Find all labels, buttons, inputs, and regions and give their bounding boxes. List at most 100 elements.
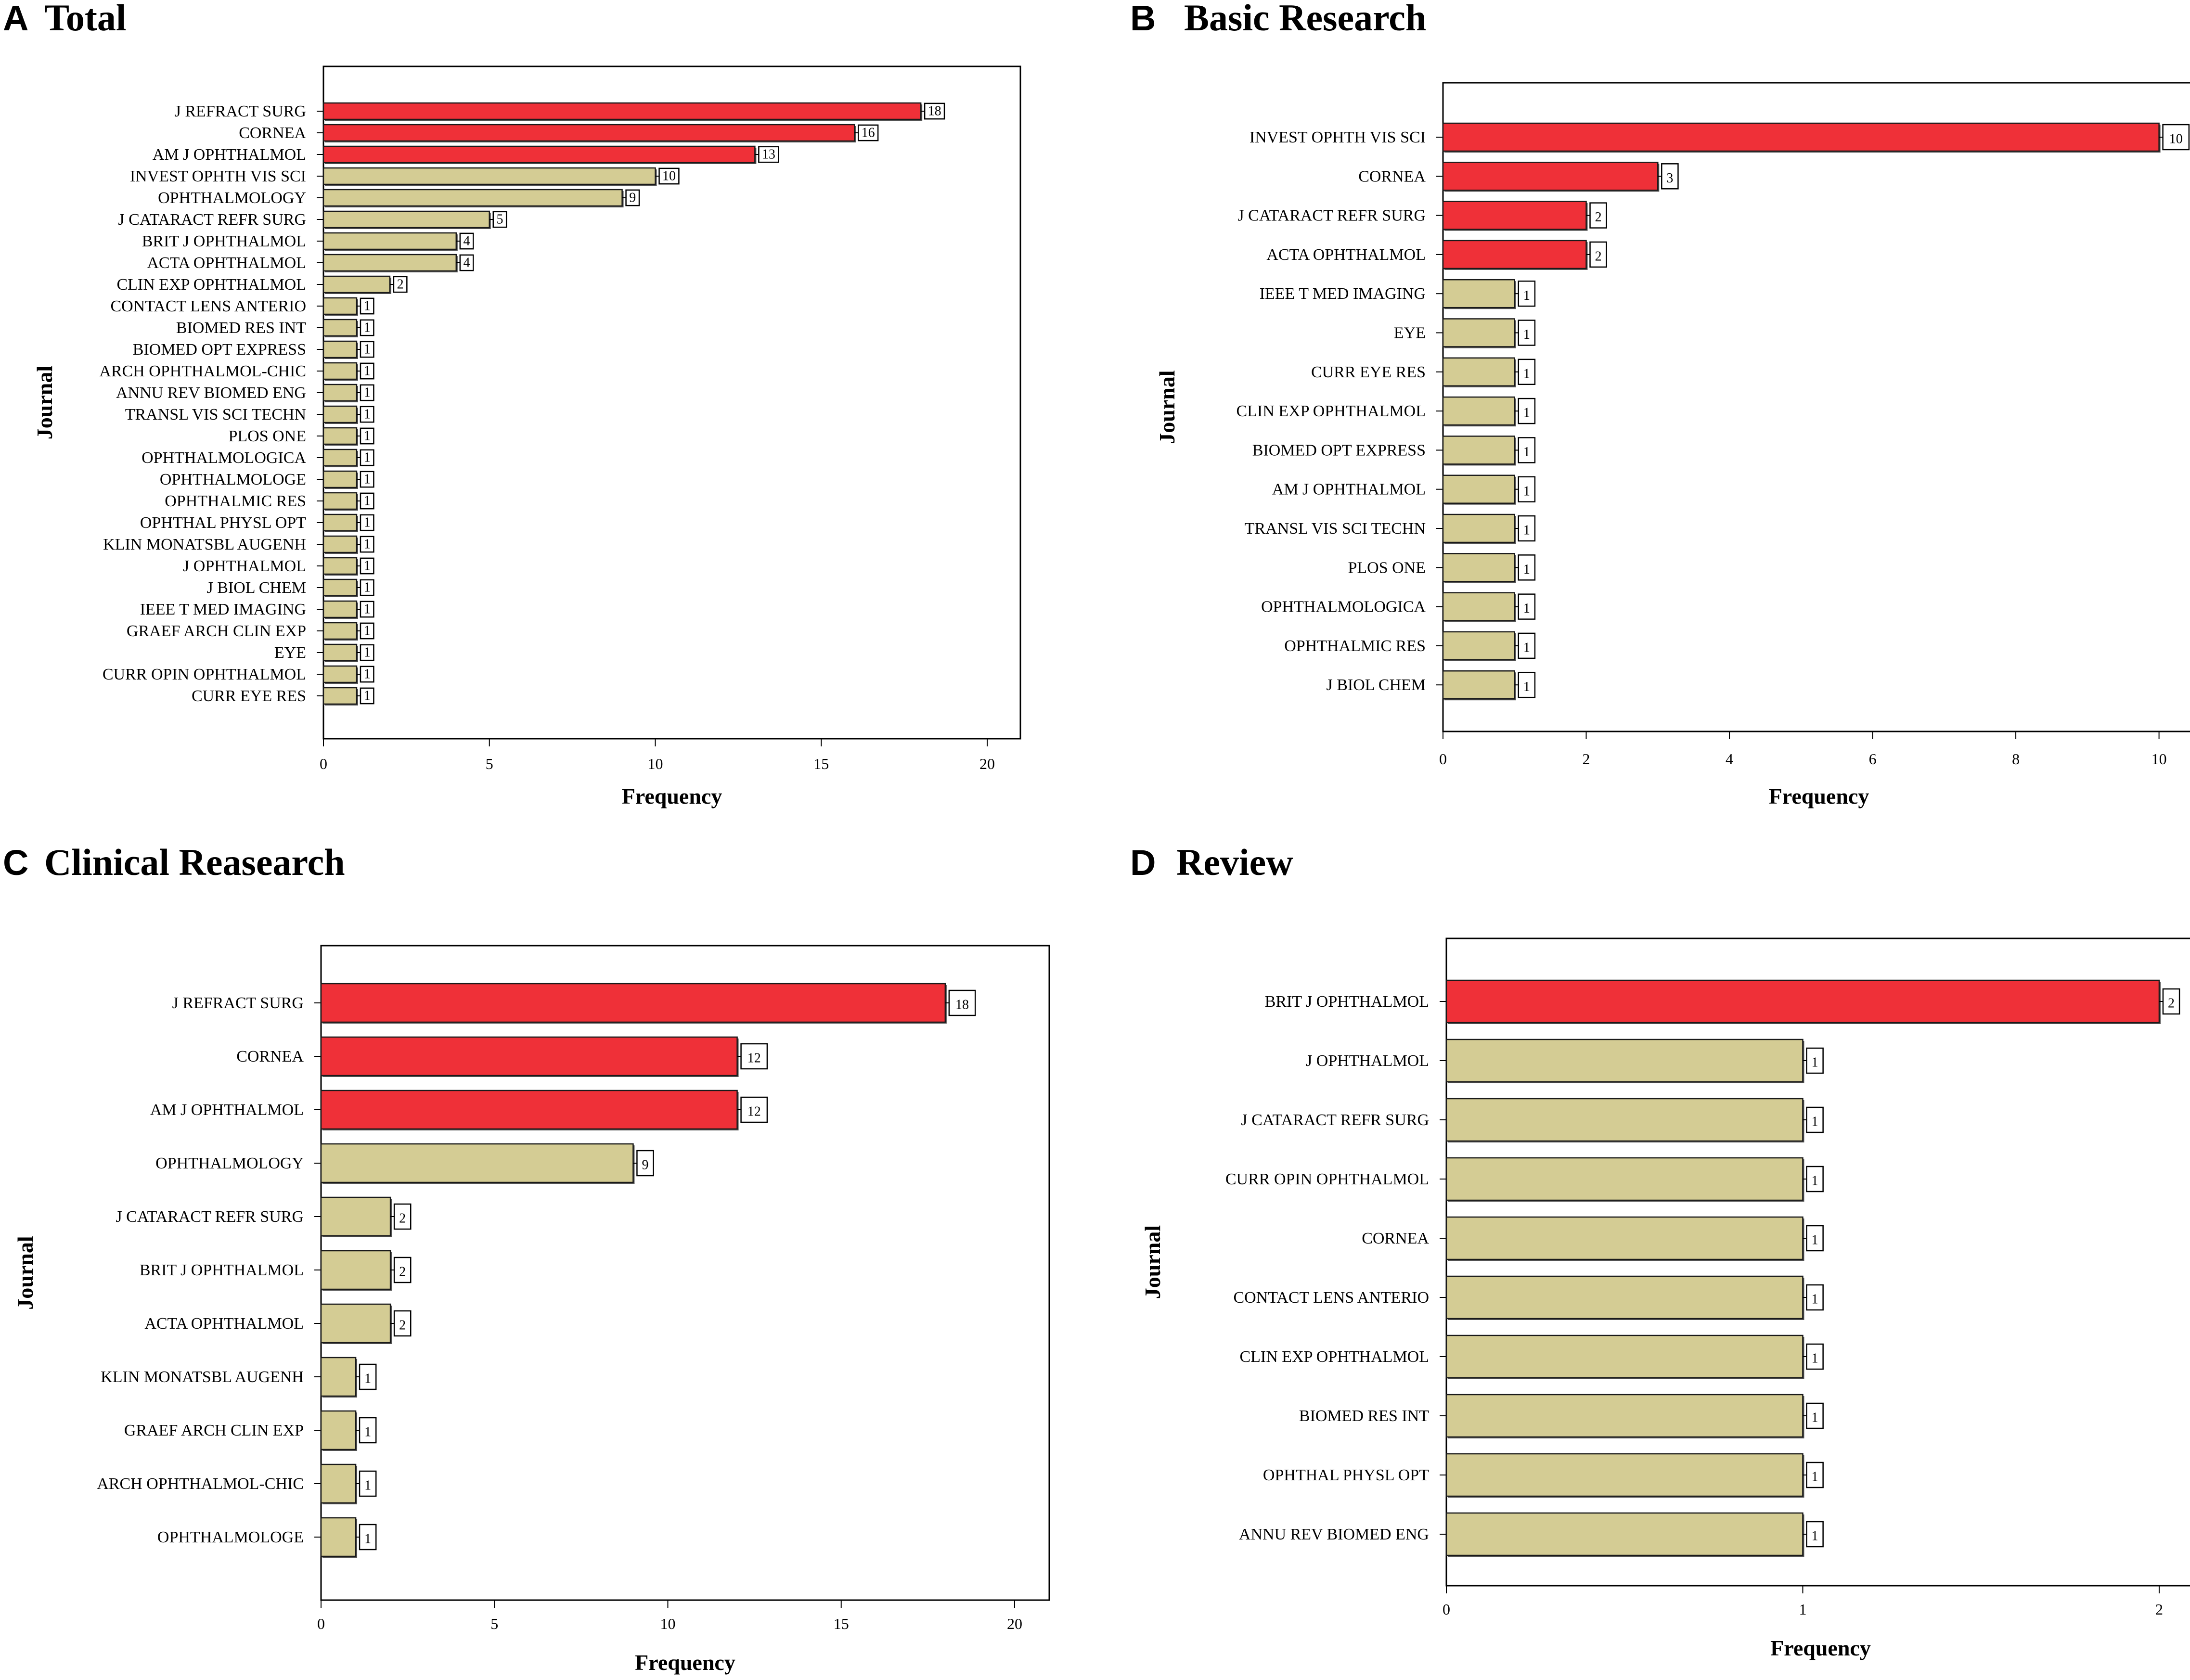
category-label: BIOMED RES INT xyxy=(176,319,306,337)
bar xyxy=(1442,436,1516,465)
panel-letter: A xyxy=(3,0,28,38)
bar xyxy=(322,189,623,207)
data-label: 1 xyxy=(364,320,371,335)
y-axis-title: Journal xyxy=(13,1236,38,1309)
data-label: 1 xyxy=(1812,1529,1818,1544)
data-label-box xyxy=(1518,671,1536,698)
data-label: 1 xyxy=(1523,562,1530,577)
bar xyxy=(322,470,358,488)
bar xyxy=(1445,1334,1804,1379)
data-label-box xyxy=(1518,359,1536,385)
data-label: 2 xyxy=(399,1265,406,1280)
data-label: 1 xyxy=(364,515,371,530)
data-label: 4 xyxy=(464,233,470,248)
data-label: 1 xyxy=(1812,1115,1818,1129)
bar xyxy=(322,124,855,142)
bar xyxy=(320,1303,391,1344)
y-axis-title: Journal xyxy=(1155,370,1179,444)
data-label-box xyxy=(1806,1343,1824,1370)
data-label: 1 xyxy=(364,450,371,465)
data-label: 1 xyxy=(364,385,371,400)
category-label: J CATARACT REFR SURG xyxy=(1241,1111,1429,1129)
y-axis-title: Journal xyxy=(1140,1225,1165,1299)
data-label: 1 xyxy=(1523,366,1530,381)
bar xyxy=(322,600,358,618)
data-label-box xyxy=(360,362,374,380)
x-tick-label: 1 xyxy=(1799,1601,1806,1618)
x-tick-label: 20 xyxy=(1007,1615,1022,1632)
bar xyxy=(322,340,358,359)
category-label: CONTACT LENS ANTERIO xyxy=(1233,1289,1429,1307)
bar xyxy=(1442,631,1516,661)
bar xyxy=(1445,1157,1804,1201)
category-label: J CATARACT REFR SURG xyxy=(1237,207,1426,225)
data-label: 16 xyxy=(862,125,875,140)
bar xyxy=(322,513,358,532)
category-label: AM J OPHTHALMOL xyxy=(1272,481,1426,499)
data-label: 1 xyxy=(364,602,371,616)
category-label: OPHTHALMIC RES xyxy=(1284,637,1426,655)
category-label: EYE xyxy=(274,644,306,662)
data-label-box xyxy=(360,492,374,510)
category-label: KLIN MONATSBL AUGENH xyxy=(101,1368,304,1386)
category-label: CORNEA xyxy=(1358,167,1426,185)
chart-panel-c: C Clinical Reasearch J REFRACT SURG 18 CORNE… xyxy=(3,841,1050,1675)
data-label: 1 xyxy=(364,623,371,638)
bar xyxy=(1442,670,1516,700)
bar xyxy=(322,578,358,597)
bar xyxy=(1445,1512,1804,1556)
x-axis-title: Frequency xyxy=(1770,1636,1871,1660)
data-label: 1 xyxy=(364,472,371,487)
data-label: 1 xyxy=(1523,327,1530,342)
data-label: 2 xyxy=(397,277,404,292)
x-tick-label: 0 xyxy=(1443,1601,1450,1618)
data-label: 1 xyxy=(364,688,371,703)
category-label: BRIT J OPHTHALMOL xyxy=(1265,993,1429,1011)
category-label: CORNEA xyxy=(236,1048,304,1065)
category-label: J BIOL CHEM xyxy=(1326,676,1426,694)
data-label: 1 xyxy=(1523,406,1530,421)
bar xyxy=(1442,240,1587,269)
data-label: 1 xyxy=(1812,1233,1818,1248)
y-axis-title: Journal xyxy=(32,366,57,439)
category-label: BIOMED OPT EXPRESS xyxy=(1252,441,1426,459)
data-label-box xyxy=(758,146,779,163)
x-tick-label: 5 xyxy=(486,755,493,772)
bar xyxy=(320,1517,357,1557)
category-label: OPHTHAL PHYSL OPT xyxy=(1263,1466,1429,1484)
category-label: INVEST OPHTH VIS SCI xyxy=(130,167,306,185)
bar xyxy=(1445,1039,1804,1083)
bar xyxy=(320,1196,391,1237)
data-label-box xyxy=(740,1043,768,1070)
bar xyxy=(322,275,391,294)
category-label: OPHTHALMOLOGY xyxy=(158,189,306,207)
category-label: EYE xyxy=(1394,324,1426,342)
bar xyxy=(322,622,358,640)
data-label-box xyxy=(360,536,374,553)
category-label: CLIN EXP OPHTHALMOL xyxy=(116,276,306,294)
data-label: 12 xyxy=(747,1104,761,1119)
data-label: 2 xyxy=(1595,210,1602,225)
data-label: 1 xyxy=(364,558,371,573)
bar xyxy=(322,643,358,662)
data-label: 10 xyxy=(662,168,676,183)
x-tick-label: 10 xyxy=(648,755,663,772)
category-label: ARCH OPHTHALMOL-CHIC xyxy=(97,1475,304,1493)
data-label: 2 xyxy=(399,1211,406,1226)
x-axis-title: Frequency xyxy=(635,1650,735,1675)
data-label-box xyxy=(1806,1521,1824,1548)
bar xyxy=(322,449,358,467)
category-label: OPHTHALMOLOGE xyxy=(157,1528,304,1546)
data-label-box xyxy=(625,189,640,206)
data-label-box xyxy=(359,1363,377,1390)
data-label-box xyxy=(1661,163,1679,190)
data-label-box xyxy=(360,341,374,358)
panel-letter: C xyxy=(3,843,28,883)
data-label: 1 xyxy=(364,363,371,378)
data-label-box xyxy=(393,1310,412,1337)
category-label: OPHTHALMOLOGICA xyxy=(142,449,306,467)
bar xyxy=(1445,1098,1804,1142)
bar xyxy=(1442,162,1659,191)
data-label: 1 xyxy=(1523,601,1530,616)
x-tick-label: 2 xyxy=(2155,1601,2163,1618)
